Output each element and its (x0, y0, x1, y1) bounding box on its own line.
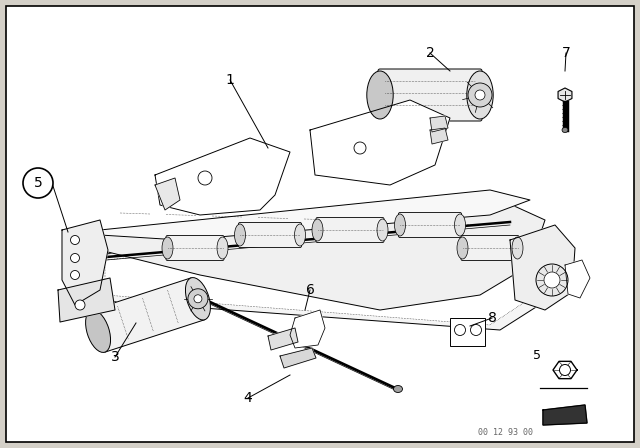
Polygon shape (155, 138, 290, 215)
Ellipse shape (86, 310, 111, 353)
Ellipse shape (186, 278, 211, 320)
Ellipse shape (457, 237, 468, 259)
Polygon shape (58, 278, 115, 322)
Circle shape (544, 272, 560, 288)
Ellipse shape (294, 224, 305, 246)
Circle shape (194, 295, 202, 303)
Polygon shape (100, 190, 530, 240)
Ellipse shape (512, 237, 523, 259)
Text: 3: 3 (111, 350, 120, 364)
Ellipse shape (162, 237, 173, 259)
Ellipse shape (394, 214, 406, 236)
Text: 5: 5 (34, 176, 42, 190)
Circle shape (354, 142, 366, 154)
Ellipse shape (234, 224, 246, 246)
Polygon shape (105, 220, 555, 325)
Circle shape (475, 90, 485, 100)
Ellipse shape (217, 237, 228, 259)
Polygon shape (565, 260, 590, 298)
Circle shape (75, 300, 85, 310)
Text: 6: 6 (305, 283, 314, 297)
Text: 1: 1 (225, 73, 234, 87)
FancyBboxPatch shape (6, 6, 634, 442)
Circle shape (188, 289, 208, 309)
Polygon shape (280, 348, 316, 368)
Polygon shape (95, 215, 570, 330)
Circle shape (454, 324, 465, 336)
FancyBboxPatch shape (378, 69, 482, 121)
Polygon shape (155, 178, 180, 210)
Ellipse shape (562, 128, 568, 133)
Circle shape (23, 168, 53, 198)
Ellipse shape (454, 214, 465, 236)
FancyBboxPatch shape (316, 217, 384, 242)
Circle shape (70, 254, 79, 263)
Polygon shape (92, 278, 205, 352)
Polygon shape (290, 310, 325, 348)
Circle shape (559, 365, 570, 375)
Ellipse shape (467, 71, 493, 119)
Text: 2: 2 (426, 46, 435, 60)
Polygon shape (553, 362, 577, 379)
FancyBboxPatch shape (461, 236, 519, 260)
Text: 00 12 93 00: 00 12 93 00 (477, 427, 532, 436)
Circle shape (70, 271, 79, 280)
Polygon shape (430, 128, 448, 144)
Circle shape (536, 264, 568, 296)
Polygon shape (310, 100, 450, 185)
Text: 7: 7 (562, 46, 570, 60)
FancyBboxPatch shape (399, 212, 461, 237)
Ellipse shape (312, 219, 323, 241)
Polygon shape (558, 88, 572, 102)
Bar (450, 318, 485, 346)
Text: 8: 8 (488, 311, 497, 325)
Polygon shape (510, 225, 575, 310)
Polygon shape (100, 195, 545, 310)
Text: 4: 4 (244, 391, 252, 405)
Text: 5: 5 (533, 349, 541, 362)
Circle shape (70, 236, 79, 245)
Polygon shape (543, 405, 587, 425)
Polygon shape (430, 116, 448, 132)
Circle shape (468, 83, 492, 107)
FancyBboxPatch shape (166, 236, 224, 260)
Polygon shape (62, 220, 108, 305)
Circle shape (198, 171, 212, 185)
FancyBboxPatch shape (239, 223, 301, 247)
Ellipse shape (367, 71, 393, 119)
Ellipse shape (394, 385, 403, 392)
Polygon shape (268, 328, 298, 350)
Circle shape (470, 324, 481, 336)
Ellipse shape (377, 219, 388, 241)
